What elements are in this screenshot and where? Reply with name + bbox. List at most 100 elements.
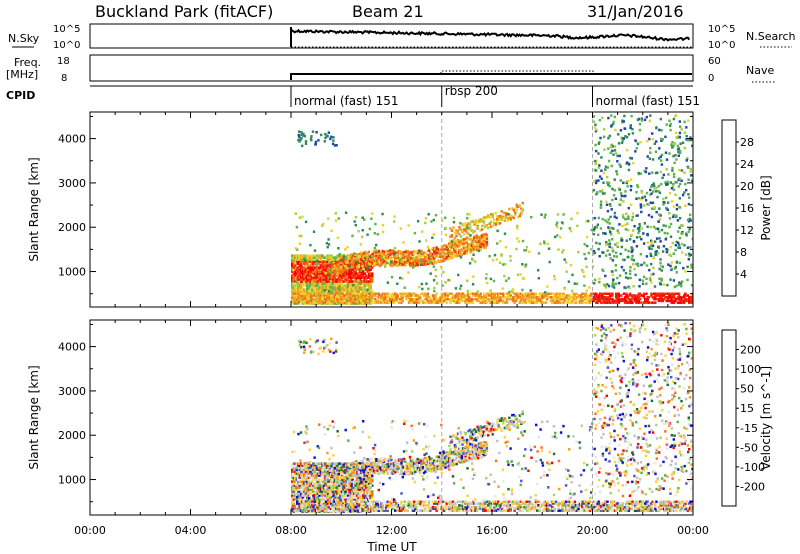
- echo-cell: [309, 137, 313, 140]
- echo-cell: [348, 282, 351, 285]
- echo-cell: [395, 256, 398, 260]
- echo-cell: [657, 220, 660, 223]
- echo-cell: [483, 297, 486, 301]
- echo-cell: [632, 259, 635, 262]
- echo-cell: [672, 172, 676, 176]
- echo-cell: [672, 117, 676, 121]
- echo-cell: [300, 258, 303, 261]
- echo-cell: [651, 240, 654, 243]
- echo-cell: [373, 297, 377, 301]
- echo-cell: [310, 268, 314, 271]
- echo-cell: [371, 258, 374, 261]
- echo-cell: [366, 299, 369, 303]
- echo-cell: [654, 301, 657, 304]
- echo-cell: [601, 116, 604, 120]
- echo-cell: [295, 288, 299, 291]
- echo-cell: [315, 486, 318, 489]
- echo-cell: [371, 254, 374, 258]
- echo-cell: [361, 216, 364, 219]
- echo-cell: [310, 256, 314, 259]
- echo-cell: [439, 258, 442, 262]
- echo-cell: [689, 136, 692, 139]
- echo-cell: [322, 222, 325, 226]
- echo-cell: [514, 296, 517, 299]
- echo-cell: [342, 274, 345, 277]
- echo-cell: [298, 270, 302, 273]
- echo-cell: [606, 166, 609, 169]
- echo-cell: [319, 288, 323, 291]
- echo-cell: [623, 127, 626, 130]
- echo-cell: [492, 294, 495, 297]
- echo-cell: [355, 286, 359, 289]
- echo-cell: [372, 259, 376, 262]
- echo-cell: [306, 466, 309, 469]
- echo-cell: [628, 299, 632, 303]
- echo-cell: [441, 301, 445, 304]
- echo-cell: [337, 274, 341, 277]
- echo-cell: [537, 297, 540, 301]
- echo-cell: [445, 296, 448, 299]
- echo-cell: [648, 119, 651, 123]
- echo-cell: [453, 252, 456, 256]
- echo-cell: [338, 266, 342, 270]
- echo-cell: [678, 131, 682, 135]
- echo-cell: [310, 476, 314, 479]
- echo-cell: [294, 480, 297, 483]
- echo-cell: [371, 299, 374, 303]
- echo-cell: [355, 278, 359, 281]
- echo-cell: [474, 260, 477, 263]
- echo-cell: [685, 253, 688, 256]
- echo-cell: [471, 283, 475, 286]
- echo-cell: [448, 292, 451, 295]
- echo-cell: [678, 136, 681, 139]
- echo-cell: [675, 240, 678, 244]
- echo-cell: [601, 188, 604, 192]
- echo-cell: [334, 464, 338, 467]
- echo-cell: [318, 276, 321, 279]
- echo-cell: [427, 287, 430, 291]
- echo-cell: [336, 462, 339, 465]
- echo-cell: [648, 172, 651, 175]
- echo-cell: [441, 284, 444, 287]
- echo-cell: [325, 480, 329, 483]
- echo-cell: [620, 239, 624, 242]
- echo-cell: [532, 297, 535, 301]
- echo-cell: [613, 211, 617, 215]
- echo-cell: [687, 178, 690, 181]
- echo-cell: [491, 259, 495, 262]
- echo-cell: [319, 484, 323, 487]
- echo-cell: [652, 257, 655, 260]
- echo-cell: [657, 251, 660, 255]
- echo-cell: [370, 299, 373, 303]
- echo-cell: [487, 226, 490, 230]
- echo-cell: [599, 227, 603, 230]
- echo-cell: [611, 145, 614, 148]
- echo-cell: [367, 274, 371, 277]
- echo-cell: [294, 472, 297, 475]
- echo-cell: [450, 297, 453, 301]
- echo-cell: [327, 498, 330, 501]
- echo-cell: [672, 294, 676, 297]
- echo-cell: [325, 284, 329, 287]
- echo-cell: [297, 286, 300, 289]
- echo-cell: [347, 287, 350, 291]
- echo-cell: [300, 131, 303, 134]
- echo-cell: [300, 136, 303, 140]
- echo-cell: [685, 134, 688, 138]
- echo-cell: [300, 284, 303, 287]
- echo-cell: [366, 263, 369, 266]
- echo-cell: [294, 506, 297, 509]
- echo-cell: [328, 268, 331, 271]
- echo-cell: [295, 470, 299, 473]
- echo-cell: [315, 280, 318, 283]
- echo-cell: [630, 297, 633, 301]
- echo-cell: [449, 301, 452, 304]
- echo-cell: [292, 464, 296, 467]
- echo-cell: [530, 292, 534, 295]
- echo-cell: [307, 478, 311, 481]
- echo-cell: [291, 500, 294, 503]
- echo-cell: [668, 119, 671, 122]
- echo-cell: [337, 258, 340, 261]
- echo-cell: [294, 247, 297, 250]
- echo-cell: [453, 297, 456, 301]
